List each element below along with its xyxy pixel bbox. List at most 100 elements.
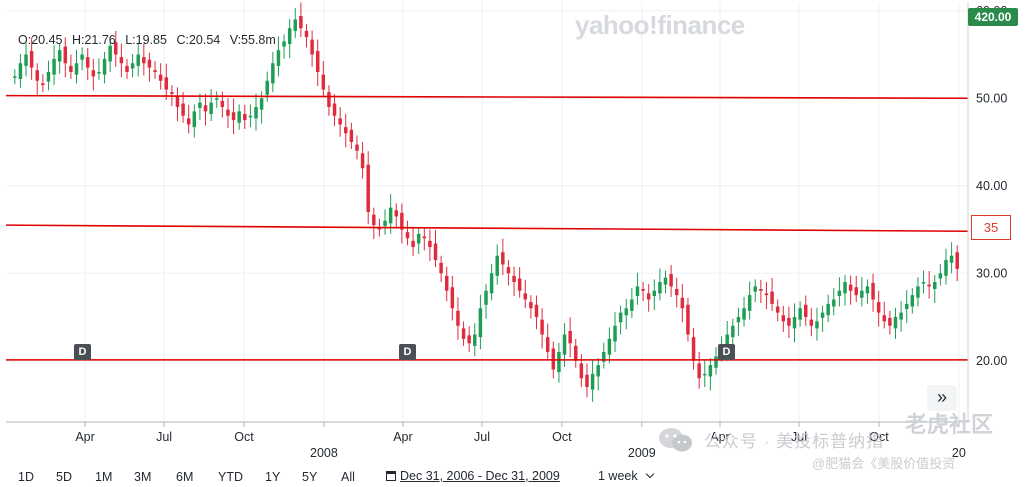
x-tick-label: 2009: [628, 446, 656, 460]
candle: [893, 307, 898, 339]
range-1m-button[interactable]: 1M: [95, 470, 113, 484]
high-value: H:21.76: [71, 33, 116, 47]
candle: [848, 275, 853, 305]
candle: [41, 74, 45, 93]
candle: [753, 279, 757, 303]
candle: [949, 242, 954, 274]
candle: [293, 8, 298, 38]
range-toolbar: 1D 5D 1M 3M 6M YTD 1Y 5Y All Dec 31, 200…: [0, 465, 1027, 487]
candle: [394, 203, 398, 229]
x-tick-label: 2008: [310, 446, 338, 460]
candle: [484, 283, 488, 319]
candle: [630, 288, 634, 318]
date-range-picker[interactable]: Dec 31, 2006 - Dec 31, 2009: [386, 469, 560, 483]
open-value: O:20.45: [18, 33, 63, 47]
candle: [321, 61, 326, 97]
candle: [568, 317, 572, 358]
candle: [114, 30, 118, 67]
dividend-marker[interactable]: D: [718, 344, 735, 360]
candle: [680, 284, 685, 323]
candle: [69, 54, 73, 79]
candle: [534, 295, 539, 330]
candle: [215, 91, 219, 108]
support-resistance-line: [5, 94, 969, 100]
y-tick-label: 20.00: [976, 354, 1007, 368]
candle: [80, 47, 84, 71]
candle: [473, 323, 477, 357]
range-6m-button[interactable]: 6M: [176, 470, 194, 484]
candle: [478, 294, 483, 350]
candle: [344, 113, 348, 148]
x-tick-label: 20: [952, 446, 966, 460]
candle: [613, 312, 617, 352]
range-5y-button[interactable]: 5Y: [302, 470, 318, 484]
x-tick-label: Apr: [710, 430, 729, 444]
yahoo-finance-watermark: yahoo!finance: [575, 10, 745, 40]
x-tick-label: Oct: [552, 430, 572, 444]
candle: [764, 282, 769, 310]
candle: [237, 104, 241, 130]
candle: [456, 297, 460, 340]
candle: [798, 301, 802, 327]
candle: [899, 301, 903, 332]
range-5d-button[interactable]: 5D: [56, 470, 72, 484]
candle: [248, 104, 253, 128]
candle: [585, 363, 589, 398]
candle: [938, 264, 943, 286]
candle: [461, 321, 466, 346]
candle: [787, 306, 791, 338]
candle: [360, 142, 365, 179]
candle: [119, 43, 124, 78]
candle: [102, 51, 107, 84]
dividend-marker[interactable]: D: [74, 344, 91, 360]
candle: [433, 229, 438, 268]
candle: [282, 34, 286, 59]
candle: [231, 98, 236, 135]
candle: [697, 352, 701, 389]
candle: [327, 85, 331, 116]
candle: [540, 308, 544, 349]
candle: [405, 220, 410, 246]
candle: [304, 23, 309, 48]
x-tick-label: Oct: [869, 430, 889, 444]
range-3m-button[interactable]: 3M: [134, 470, 152, 484]
candle: [181, 92, 185, 123]
candle: [618, 305, 623, 335]
dividend-marker[interactable]: D: [399, 344, 416, 360]
x-tick-label: Jul: [156, 430, 172, 444]
candle: [130, 54, 135, 78]
candle: [944, 248, 948, 285]
candle: [52, 45, 56, 86]
range-1d-button[interactable]: 1D: [18, 470, 34, 484]
close-value: C:20.54: [176, 33, 221, 47]
candle: [529, 295, 533, 319]
candle: [804, 295, 808, 326]
candle: [400, 203, 404, 244]
annotation-lines: [5, 94, 969, 361]
candle: [691, 327, 696, 370]
candle: [186, 104, 191, 134]
candle: [254, 93, 258, 131]
candle: [517, 267, 522, 298]
candle: [85, 47, 90, 80]
volume-value: V:55.8m: [229, 33, 276, 47]
candle: [276, 36, 281, 77]
x-tick-label: Jul: [791, 430, 807, 444]
interval-selector[interactable]: 1 week: [598, 469, 655, 483]
range-1y-button[interactable]: 1Y: [265, 470, 281, 484]
range-all-button[interactable]: All: [341, 470, 355, 484]
candle: [29, 37, 34, 80]
candle: [265, 71, 269, 102]
candle: [876, 290, 881, 327]
range-ytd-button[interactable]: YTD: [218, 470, 243, 484]
expand-chart-button[interactable]: »: [927, 385, 957, 411]
candle: [882, 301, 887, 329]
candle: [136, 43, 140, 77]
candle: [355, 135, 359, 160]
chevron-down-icon: [645, 469, 655, 479]
candle: [444, 266, 449, 302]
candle: [933, 275, 937, 303]
candle: [13, 69, 17, 85]
candle: [46, 60, 51, 91]
